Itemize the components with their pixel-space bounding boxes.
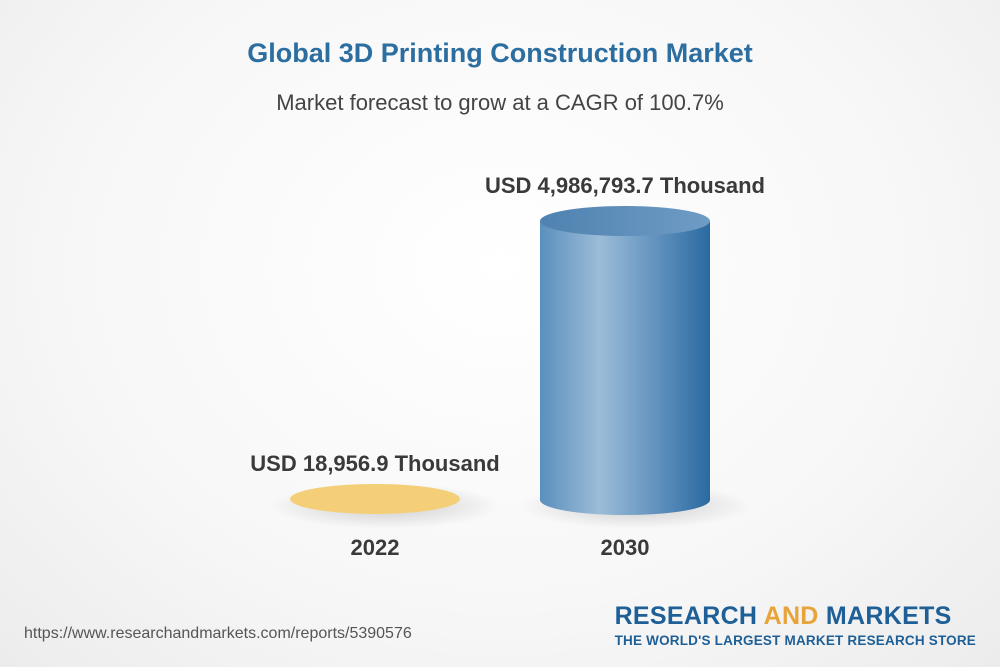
category-label: 2030 [601, 535, 650, 560]
chart-subtitle: Market forecast to grow at a CAGR of 100… [276, 90, 724, 115]
brand-logo: RESEARCH AND MARKETS THE WORLD'S LARGEST… [615, 602, 976, 648]
bar-2022: USD 18,956.9 Thousand 2022 [250, 451, 500, 560]
brand-name: RESEARCH AND MARKETS [615, 602, 976, 631]
category-label: 2022 [351, 535, 400, 560]
brand-name-part2: AND [763, 602, 819, 630]
brand-name-part1: RESEARCH [614, 602, 764, 630]
bar-top [290, 483, 460, 514]
brand-name-part3: MARKETS [818, 602, 952, 630]
source-url[interactable]: https://www.researchandmarkets.com/repor… [24, 625, 412, 642]
bar-top [540, 206, 710, 236]
data-label: USD 4,986,793.7 Thousand [485, 173, 765, 198]
bar-2030: USD 4,986,793.7 Thousand 2030 [485, 173, 765, 560]
chart-title: Global 3D Printing Construction Market [247, 38, 753, 68]
chart-area: USD 18,956.9 Thousand 2022 USD 4,986,793.7… [250, 173, 765, 560]
bar-body [540, 221, 710, 515]
brand-tagline: THE WORLD'S LARGEST MARKET RESEARCH STOR… [614, 633, 976, 648]
data-label: USD 18,956.9 Thousand [250, 451, 499, 476]
